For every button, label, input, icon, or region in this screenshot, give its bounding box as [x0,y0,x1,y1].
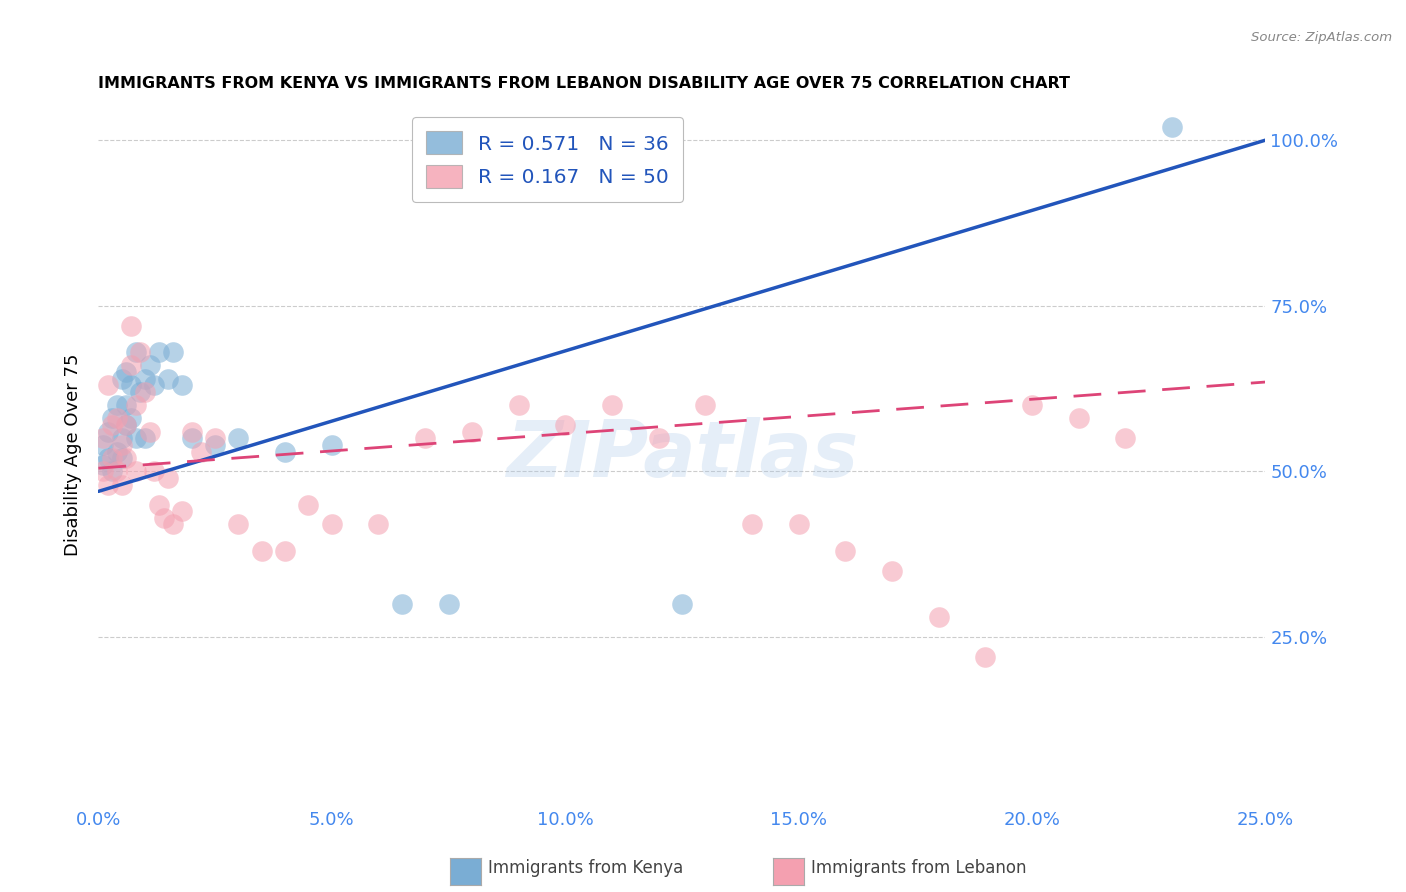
Point [125,345,148,359]
Point [101,451,124,466]
Point [880,564,903,578]
Point [297,498,319,512]
Point [157,372,180,386]
Point [695,398,717,412]
Point [91,458,114,472]
Point [172,378,194,392]
Point [101,418,124,433]
Point [461,425,484,439]
Point [111,431,134,445]
Text: Immigrants from Kenya: Immigrants from Kenya [488,859,683,877]
Point [157,471,180,485]
Point [139,359,162,373]
Point [180,425,202,439]
Point [120,318,142,333]
Point [600,398,623,412]
Point [97,477,120,491]
Text: Immigrants from Lebanon: Immigrants from Lebanon [811,859,1026,877]
Point [250,544,273,558]
Point [115,418,138,433]
Point [115,451,138,466]
Y-axis label: Disability Age Over 75: Disability Age Over 75 [65,353,83,557]
Point [834,544,856,558]
Point [554,418,576,433]
Point [115,365,138,379]
Point [228,431,250,445]
Point [91,431,114,445]
Point [105,444,128,458]
Point [97,378,120,392]
Point [180,431,202,445]
Point [97,425,120,439]
Point [111,477,134,491]
Point [367,517,389,532]
Point [152,511,174,525]
Point [101,465,124,479]
Point [647,431,669,445]
Text: IMMIGRANTS FROM KENYA VS IMMIGRANTS FROM LEBANON DISABILITY AGE OVER 75 CORRELAT: IMMIGRANTS FROM KENYA VS IMMIGRANTS FROM… [98,76,1070,91]
Point [321,517,343,532]
Point [1021,398,1043,412]
Point [974,650,997,665]
Point [105,398,128,412]
Point [134,384,156,399]
Point [741,517,763,532]
Point [228,517,250,532]
Point [143,465,166,479]
Point [105,411,128,425]
Point [190,444,212,458]
Point [115,418,138,433]
Point [125,465,148,479]
Point [143,378,166,392]
Point [391,597,413,611]
Point [148,498,170,512]
Point [134,431,156,445]
Point [111,372,134,386]
Point [204,438,226,452]
Point [321,438,343,452]
Point [204,431,226,445]
Point [129,384,152,399]
Point [111,451,134,466]
Point [274,444,297,458]
Point [125,398,148,412]
Point [120,359,142,373]
Text: ZIPatlas: ZIPatlas [506,417,858,493]
Point [1067,411,1090,425]
Point [101,411,124,425]
Point [97,451,120,466]
Point [105,465,128,479]
Point [508,398,530,412]
Point [671,597,693,611]
Point [162,345,184,359]
Point [115,398,138,412]
Point [274,544,297,558]
Point [125,431,148,445]
Point [437,597,460,611]
Point [139,425,162,439]
Point [120,411,142,425]
Point [162,517,184,532]
Point [787,517,810,532]
Point [413,431,436,445]
Legend: R = 0.571   N = 36, R = 0.167   N = 50: R = 0.571 N = 36, R = 0.167 N = 50 [412,117,683,202]
Point [134,372,156,386]
Point [120,378,142,392]
Text: Source: ZipAtlas.com: Source: ZipAtlas.com [1251,31,1392,45]
Point [91,438,114,452]
Point [1161,120,1184,134]
Point [928,610,950,624]
Point [129,345,152,359]
Point [111,438,134,452]
Point [1114,431,1136,445]
Point [148,345,170,359]
Point [91,465,114,479]
Point [172,504,194,518]
